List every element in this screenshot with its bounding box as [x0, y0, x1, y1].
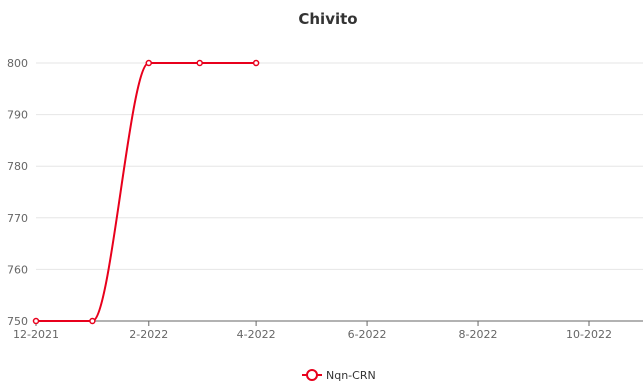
x-tick-label: 12-2021: [13, 328, 59, 341]
data-point[interactable]: [32, 317, 40, 325]
y-tick-label: 760: [7, 263, 28, 276]
data-point[interactable]: [196, 59, 203, 67]
x-axis-labels: 12-2021 2-2022 4-2022 6-2022 8-2022 10-2022: [13, 328, 612, 341]
x-tick-label: 2-2022: [129, 328, 168, 341]
grid-lines: [36, 62, 643, 270]
y-tick-label: 770: [7, 212, 28, 225]
data-point[interactable]: [89, 317, 96, 325]
x-tick-label: 10-2022: [566, 328, 612, 341]
y-tick-label: 780: [7, 160, 28, 173]
legend-circle-marker: [306, 369, 318, 381]
data-point[interactable]: [252, 59, 260, 67]
data-point[interactable]: [145, 59, 153, 67]
series-line: [36, 62, 257, 322]
chart-title: Chivito: [298, 10, 357, 28]
y-tick-label: 790: [7, 109, 28, 122]
legend[interactable]: Nqn-CRN: [302, 369, 376, 382]
x-tick-label: 6-2022: [348, 328, 387, 341]
x-tick-label: 4-2022: [237, 328, 276, 341]
x-axis: [35, 320, 643, 326]
y-tick-label: 750: [7, 315, 28, 328]
x-tick-label: 8-2022: [459, 328, 498, 341]
y-tick-label: 800: [7, 57, 28, 70]
y-axis-labels: 750 760 770 780 790 800: [7, 57, 28, 328]
series-layer: [32, 59, 260, 325]
legend-label[interactable]: Nqn-CRN: [326, 369, 376, 382]
